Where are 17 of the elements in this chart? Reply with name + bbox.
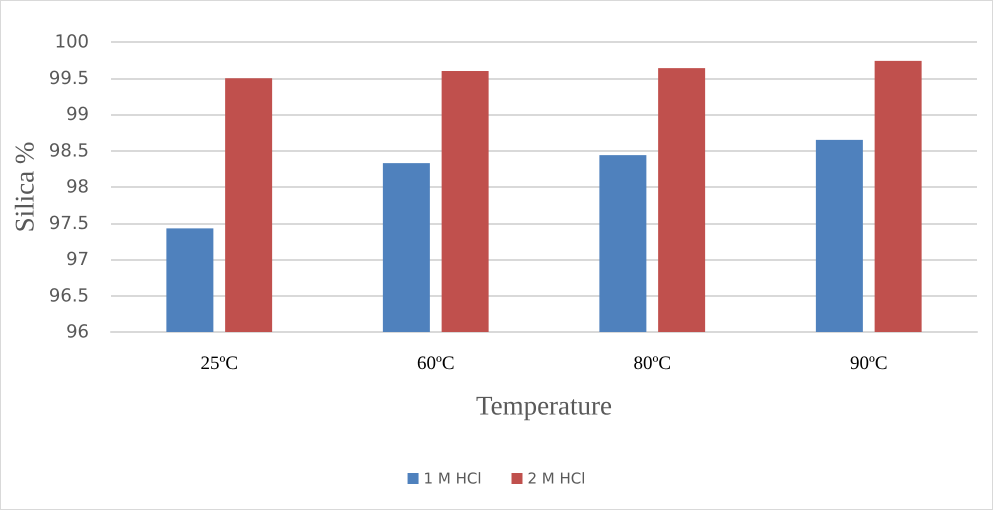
legend-label: 1 M HCl — [424, 470, 482, 488]
y-tick-label: 98.5 — [48, 140, 89, 162]
x-tick-label: 90ºC — [850, 353, 888, 374]
y-tick-label: 98 — [66, 176, 89, 198]
y-axis-title: Silica % — [10, 142, 40, 232]
x-axis-title: Temperature — [476, 390, 612, 420]
x-tick-label: 80ºC — [633, 353, 672, 374]
y-tick-label: 96.5 — [48, 285, 89, 306]
y-tick-label: 97 — [66, 249, 89, 270]
x-tick-label: 25ºC — [200, 353, 238, 374]
y-tick-label: 99 — [66, 104, 89, 125]
y-tick-label: 97.5 — [48, 212, 89, 234]
y-tick-label: 96 — [66, 322, 89, 342]
x-tick-label: 60ºC — [416, 353, 455, 374]
y-tick-label: 99.5 — [48, 68, 89, 89]
y-tick-label: 100 — [54, 32, 89, 52]
legend-label: 2 M HCl — [528, 470, 586, 488]
